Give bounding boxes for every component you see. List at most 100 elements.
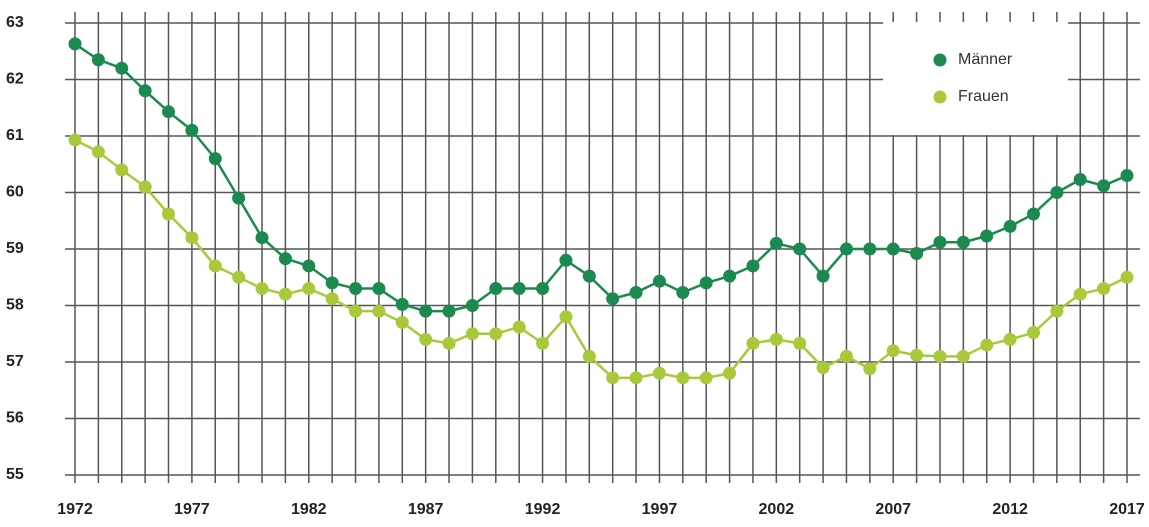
data-point bbox=[582, 349, 596, 363]
data-point bbox=[629, 286, 643, 300]
data-point bbox=[956, 349, 970, 363]
data-point bbox=[372, 304, 386, 318]
data-point bbox=[1026, 207, 1040, 221]
data-point bbox=[676, 286, 690, 300]
data-point bbox=[886, 242, 900, 256]
legend-marker bbox=[933, 53, 947, 67]
data-point bbox=[208, 152, 222, 166]
data-point bbox=[302, 259, 316, 273]
data-point bbox=[115, 61, 129, 75]
data-point bbox=[1073, 287, 1087, 301]
data-point bbox=[115, 163, 129, 177]
x-tick-label: 1972 bbox=[57, 501, 93, 518]
data-point bbox=[956, 235, 970, 249]
data-point bbox=[278, 252, 292, 266]
data-point bbox=[232, 191, 246, 205]
x-tick-label: 1977 bbox=[174, 501, 210, 518]
data-point bbox=[723, 269, 737, 283]
legend-label: Frauen bbox=[958, 88, 1009, 105]
legend-label: Männer bbox=[958, 51, 1013, 68]
data-point bbox=[465, 299, 479, 312]
data-point bbox=[910, 348, 924, 362]
data-point bbox=[512, 282, 526, 296]
y-tick-label: 62 bbox=[6, 71, 24, 88]
data-point bbox=[419, 332, 433, 346]
data-point bbox=[1026, 326, 1040, 340]
data-point bbox=[559, 310, 573, 324]
legend-box bbox=[883, 22, 1068, 135]
data-point bbox=[372, 282, 386, 296]
data-point bbox=[606, 292, 620, 306]
data-point bbox=[1120, 270, 1134, 284]
data-point bbox=[68, 37, 82, 51]
data-point bbox=[863, 362, 877, 376]
data-point bbox=[1050, 186, 1064, 199]
data-point bbox=[325, 292, 339, 306]
y-tick-label: 57 bbox=[6, 353, 24, 370]
y-tick-label: 61 bbox=[6, 127, 24, 144]
data-point bbox=[255, 231, 269, 245]
x-tick-label: 2007 bbox=[875, 501, 911, 518]
y-tick-label: 55 bbox=[6, 466, 24, 483]
data-point bbox=[839, 242, 853, 256]
data-point bbox=[980, 338, 994, 352]
data-point bbox=[325, 276, 339, 290]
data-point bbox=[349, 282, 363, 296]
x-tick-label: 1987 bbox=[408, 501, 444, 518]
x-tick-label: 1997 bbox=[642, 501, 678, 518]
data-point bbox=[606, 371, 620, 385]
data-point bbox=[91, 145, 105, 159]
data-point bbox=[442, 304, 456, 318]
data-point bbox=[816, 361, 830, 375]
data-point bbox=[699, 371, 713, 385]
data-point bbox=[138, 84, 152, 98]
data-point bbox=[465, 327, 479, 341]
data-point bbox=[1003, 219, 1017, 233]
data-point bbox=[138, 180, 152, 194]
y-tick-label: 58 bbox=[6, 297, 24, 314]
data-point bbox=[769, 332, 783, 346]
data-point bbox=[793, 242, 807, 256]
data-point bbox=[349, 304, 363, 318]
data-point bbox=[559, 253, 573, 267]
data-point bbox=[1003, 332, 1017, 346]
data-point bbox=[816, 269, 830, 283]
legend-marker bbox=[933, 90, 947, 104]
data-point bbox=[1097, 179, 1111, 193]
x-tick-label: 1982 bbox=[291, 501, 327, 518]
data-point bbox=[278, 287, 292, 301]
data-point bbox=[162, 105, 176, 119]
data-point bbox=[839, 349, 853, 363]
data-point bbox=[652, 366, 666, 380]
data-point bbox=[419, 304, 433, 318]
data-point bbox=[91, 53, 105, 67]
data-point bbox=[442, 336, 456, 350]
series-line bbox=[74, 42, 1128, 313]
data-point bbox=[793, 336, 807, 350]
data-point bbox=[255, 282, 269, 296]
data-point bbox=[863, 242, 877, 256]
data-point bbox=[1073, 173, 1087, 187]
data-point bbox=[699, 276, 713, 290]
y-tick-label: 59 bbox=[6, 240, 24, 257]
y-tick-label: 56 bbox=[6, 410, 24, 427]
data-point bbox=[536, 282, 550, 296]
data-point bbox=[723, 366, 737, 380]
data-point bbox=[652, 274, 666, 288]
y-tick-label: 60 bbox=[6, 184, 24, 201]
data-point bbox=[933, 349, 947, 363]
data-point bbox=[886, 344, 900, 358]
data-point bbox=[769, 236, 783, 250]
data-point bbox=[489, 282, 503, 296]
data-point bbox=[395, 297, 409, 311]
data-point bbox=[933, 235, 947, 249]
x-tick-label: 2012 bbox=[992, 501, 1028, 518]
y-tick-label: 63 bbox=[6, 14, 24, 31]
data-point bbox=[489, 327, 503, 341]
data-point bbox=[629, 371, 643, 385]
data-point bbox=[68, 133, 82, 147]
data-point bbox=[208, 259, 222, 273]
data-point bbox=[185, 123, 199, 137]
data-point bbox=[536, 336, 550, 350]
